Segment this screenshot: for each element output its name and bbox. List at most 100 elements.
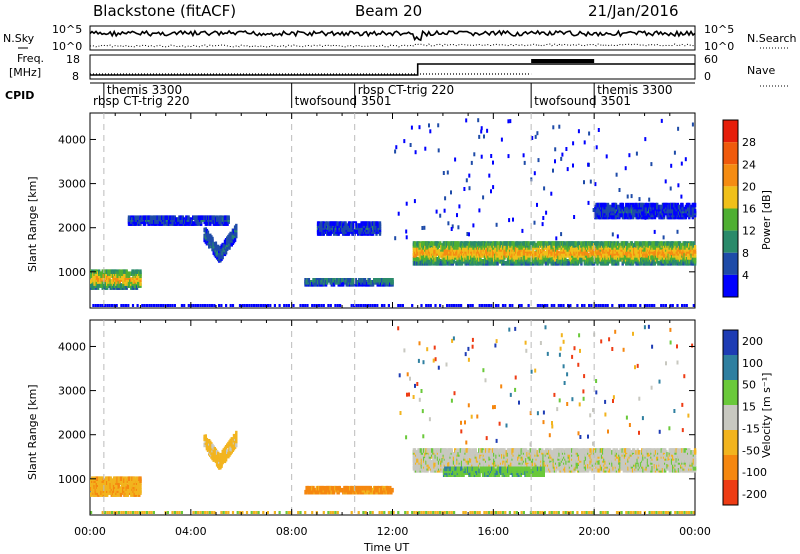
power-cell [332,227,336,232]
power-cell [94,304,97,307]
power-cell [537,158,540,163]
power-cell [580,257,583,262]
power-cell [652,209,655,214]
power-cell [470,160,473,165]
power-cell [482,195,485,200]
power-cell [457,304,460,307]
velocity-cell [368,485,371,491]
power-cell [175,217,179,222]
power-cell [445,249,449,254]
power-cell [521,228,524,233]
power-cell [245,304,249,307]
power-cell [683,304,686,307]
power-cell [318,304,321,307]
power-cell [597,304,600,307]
power-cell [483,304,486,307]
power-cell [563,241,566,246]
power-cell [225,304,228,307]
power-cell [588,131,591,136]
velocity-cell [203,434,206,440]
power-cell [553,304,556,307]
power-cell [387,278,391,283]
power-cell [278,304,281,307]
power-cell [539,304,542,307]
power-cell [340,278,344,283]
power-cell [227,215,230,220]
power-cell [534,134,537,139]
power-cell [90,279,93,284]
power-cell [508,218,511,223]
power-cell [531,136,534,140]
power-cell [672,259,675,264]
velocity-cell [426,454,429,459]
power-cell [410,125,413,130]
power-cell [555,236,558,241]
power-cell [127,304,130,307]
power-cell [221,254,224,260]
power-cell [322,304,325,307]
power-cell [606,304,609,307]
power-cell [548,241,551,246]
power-cell [150,304,153,307]
power-cell [496,247,499,252]
power-cell [391,278,394,283]
power-cell [478,134,481,139]
power-cell [134,221,138,226]
power-cell [543,304,546,307]
power-cell [409,143,412,147]
power-cell [155,304,158,307]
power-cell [453,304,456,307]
power-cell [426,241,429,246]
power-cell [504,304,507,307]
power-cell [604,202,607,208]
power-cell [169,304,172,307]
power-cell [685,304,688,307]
power-cell [287,304,290,307]
power-cell [650,162,653,167]
power-cell [283,304,286,307]
power-cell [468,186,471,191]
velocity-cell [338,485,341,491]
power-cell [583,180,585,185]
power-cell [680,161,683,166]
power-cell [450,304,453,307]
power-cell [450,227,453,231]
power-cell [211,304,214,307]
power-cell [490,154,493,158]
power-cell [139,281,142,286]
power-cell [615,172,618,177]
power-cell [255,304,258,307]
power-cell [125,269,128,274]
power-cell [108,304,111,307]
power-cell [480,304,484,307]
power-cell [412,257,416,262]
power-cell [368,278,371,283]
power-cell [313,304,316,307]
velocity-cell [389,485,392,491]
power-cell [543,186,546,191]
date-title: 21/Jan/2016 [588,2,679,20]
power-cell [693,249,697,254]
power-cell [567,304,570,307]
power-cell [662,304,665,307]
power-cell [496,261,499,266]
power-cell [203,233,206,239]
velocity-cell [115,484,118,489]
y-tick-label: 1000 [58,266,86,279]
velocity-cell [204,434,207,439]
power-cell [426,255,429,260]
velocity-cell [135,476,139,481]
power-cell [509,119,512,124]
power-cell [630,194,633,199]
power-cell [397,304,400,307]
power-cell [148,304,151,307]
power-cell [552,168,554,173]
power-cell [480,154,483,159]
power-cell [520,304,523,307]
power-cell [592,208,595,212]
power-cell [545,210,548,215]
power-cell [123,285,126,290]
power-cell [653,304,656,307]
power-cell [262,304,265,307]
power-cell [418,245,421,250]
